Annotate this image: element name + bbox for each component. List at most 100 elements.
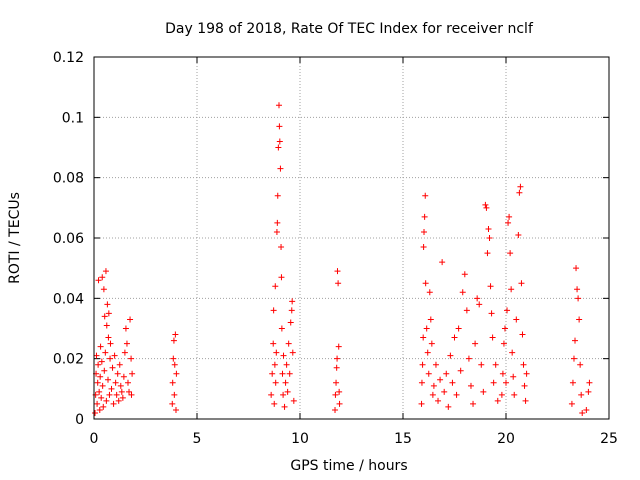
data-point <box>583 406 590 413</box>
data-point <box>423 325 430 332</box>
data-point <box>121 349 128 356</box>
data-point <box>108 385 115 392</box>
data-point <box>499 370 506 377</box>
data-point <box>269 370 276 377</box>
data-point <box>270 340 277 347</box>
data-point <box>335 343 342 350</box>
data-point <box>103 322 110 329</box>
data-point <box>515 231 522 238</box>
data-point <box>428 340 435 347</box>
data-point <box>105 376 112 383</box>
data-point <box>118 388 125 395</box>
data-point <box>333 364 340 371</box>
x-tick-label: 25 <box>600 431 618 447</box>
data-point <box>280 391 287 398</box>
x-tick-labels: 0 5 10 15 20 25 <box>90 431 618 447</box>
data-point <box>272 283 279 290</box>
data-point <box>484 250 491 257</box>
data-point <box>289 349 296 356</box>
data-point <box>425 370 432 377</box>
data-point <box>505 219 512 226</box>
data-point <box>128 391 135 398</box>
data-point <box>289 298 296 305</box>
data-point <box>97 373 104 380</box>
data-point <box>429 391 436 398</box>
data-point <box>421 228 428 235</box>
data-point <box>432 361 439 368</box>
data-point <box>578 391 585 398</box>
data-point <box>522 397 529 404</box>
data-point <box>283 361 290 368</box>
data-point <box>498 391 505 398</box>
data-point <box>569 379 576 386</box>
data-point <box>504 307 511 314</box>
x-axis-label: GPS time / hours <box>290 458 407 474</box>
data-point <box>107 340 114 347</box>
data-point <box>439 259 446 266</box>
grid-lines <box>94 57 609 419</box>
y-axis-label: ROTI / TECUs <box>7 192 23 284</box>
data-point <box>487 283 494 290</box>
data-point <box>483 204 490 211</box>
data-point <box>115 397 122 404</box>
x-tick-label: 0 <box>90 431 99 447</box>
data-point <box>459 289 466 296</box>
data-point <box>422 192 429 199</box>
data-point <box>332 406 339 413</box>
data-point <box>435 397 442 404</box>
data-point <box>169 400 176 407</box>
data-point <box>100 286 107 293</box>
x-tick-label: 15 <box>394 431 412 447</box>
data-point <box>98 394 105 401</box>
data-point <box>95 277 102 284</box>
data-point <box>521 382 528 389</box>
data-point <box>421 213 428 220</box>
data-point <box>509 349 516 356</box>
data-point <box>501 325 508 332</box>
data-point <box>517 183 524 190</box>
data-point <box>100 403 107 410</box>
data-point <box>427 316 434 323</box>
data-point <box>336 400 343 407</box>
data-point <box>470 400 477 407</box>
data-point <box>95 361 102 368</box>
data-point <box>279 370 286 377</box>
data-point <box>463 307 470 314</box>
data-point <box>285 340 292 347</box>
y-tick-label: 0.02 <box>53 352 84 368</box>
data-point <box>122 325 129 332</box>
data-point <box>494 397 501 404</box>
data-point <box>171 391 178 398</box>
data-point <box>275 102 282 109</box>
x-tick-label: 20 <box>497 431 515 447</box>
data-point <box>99 382 106 389</box>
data-point <box>276 138 283 145</box>
data-point <box>490 379 497 386</box>
data-point <box>455 325 462 332</box>
data-point <box>424 349 431 356</box>
plot-frame <box>93 56 610 420</box>
data-point <box>451 334 458 341</box>
data-point <box>96 388 103 395</box>
y-tick-label: 0.08 <box>53 171 84 187</box>
data-point <box>573 265 580 272</box>
data-point <box>506 213 513 220</box>
data-point <box>577 361 584 368</box>
data-point <box>480 388 487 395</box>
data-point <box>579 409 586 416</box>
data-point <box>518 280 525 287</box>
data-point <box>101 367 108 374</box>
data-point <box>273 349 280 356</box>
data-point <box>281 403 288 410</box>
data-point <box>333 379 340 386</box>
data-point <box>585 388 592 395</box>
data-point <box>503 379 509 386</box>
data-point <box>290 397 297 404</box>
data-point <box>92 409 99 416</box>
data-point <box>116 361 123 368</box>
data-point <box>270 307 277 314</box>
data-point <box>441 388 448 395</box>
data-point <box>275 144 282 151</box>
x-tick-label: 5 <box>193 431 202 447</box>
data-point <box>172 406 179 413</box>
